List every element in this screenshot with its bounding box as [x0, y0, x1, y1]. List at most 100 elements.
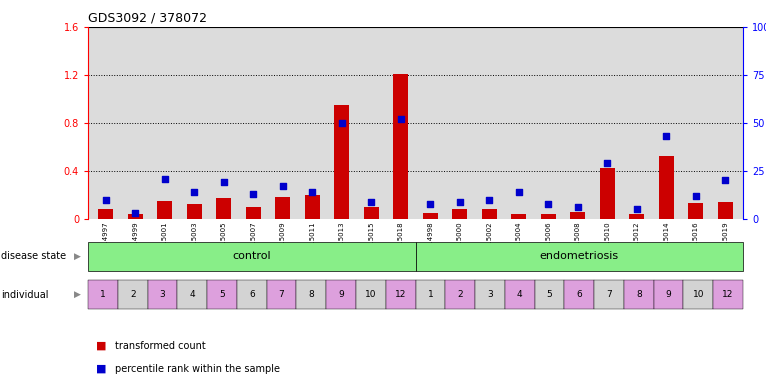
- Bar: [415, 280, 445, 309]
- Text: 9: 9: [339, 290, 344, 299]
- Point: [453, 199, 466, 205]
- Text: GDS3092 / 378072: GDS3092 / 378072: [88, 12, 207, 25]
- Bar: [237, 280, 267, 309]
- Text: 4: 4: [189, 290, 195, 299]
- Text: 12: 12: [395, 290, 406, 299]
- Bar: [217, 199, 231, 219]
- Point: [365, 199, 378, 205]
- Bar: [689, 203, 703, 219]
- Point: [394, 116, 407, 122]
- Text: 8: 8: [636, 290, 642, 299]
- Bar: [88, 280, 118, 309]
- Text: 10: 10: [365, 290, 377, 299]
- Bar: [630, 214, 644, 219]
- Bar: [624, 280, 653, 309]
- Bar: [445, 280, 475, 309]
- Bar: [158, 201, 172, 219]
- Point: [689, 193, 702, 199]
- Text: 7: 7: [606, 290, 612, 299]
- Bar: [267, 280, 296, 309]
- Bar: [118, 280, 148, 309]
- Bar: [356, 280, 386, 309]
- Text: 5: 5: [219, 290, 225, 299]
- Text: 12: 12: [722, 290, 734, 299]
- Point: [512, 189, 525, 195]
- Point: [218, 179, 230, 185]
- Bar: [475, 280, 505, 309]
- Text: 2: 2: [130, 290, 136, 299]
- Text: individual: individual: [1, 290, 48, 300]
- Bar: [246, 207, 260, 219]
- Bar: [541, 214, 555, 219]
- Bar: [423, 213, 437, 219]
- Text: ■: ■: [96, 364, 106, 374]
- Text: 4: 4: [517, 290, 522, 299]
- Text: 2: 2: [457, 290, 463, 299]
- Text: endometriosis: endometriosis: [540, 251, 619, 262]
- Text: ■: ■: [96, 341, 106, 351]
- Text: 3: 3: [487, 290, 493, 299]
- Bar: [305, 195, 319, 219]
- Bar: [535, 280, 565, 309]
- Point: [601, 160, 614, 166]
- Bar: [207, 280, 237, 309]
- Bar: [386, 280, 415, 309]
- Point: [247, 191, 260, 197]
- Text: 1: 1: [100, 290, 106, 299]
- Bar: [326, 280, 356, 309]
- Text: percentile rank within the sample: percentile rank within the sample: [115, 364, 280, 374]
- Text: 9: 9: [666, 290, 672, 299]
- Text: control: control: [233, 251, 271, 262]
- Bar: [178, 280, 207, 309]
- Point: [100, 197, 112, 203]
- Point: [306, 189, 319, 195]
- Text: 7: 7: [279, 290, 284, 299]
- Bar: [718, 202, 733, 219]
- Point: [483, 197, 496, 203]
- Point: [336, 120, 348, 126]
- Bar: [505, 280, 535, 309]
- Bar: [653, 280, 683, 309]
- Point: [159, 175, 171, 182]
- Text: 3: 3: [159, 290, 165, 299]
- Text: 6: 6: [249, 290, 255, 299]
- Point: [277, 183, 289, 189]
- Text: disease state: disease state: [1, 251, 66, 262]
- Bar: [594, 280, 624, 309]
- Bar: [713, 280, 743, 309]
- Bar: [453, 209, 467, 219]
- Text: 6: 6: [576, 290, 582, 299]
- Text: 1: 1: [427, 290, 434, 299]
- Bar: [415, 242, 743, 271]
- Bar: [276, 197, 290, 219]
- Bar: [148, 280, 178, 309]
- Text: 10: 10: [692, 290, 704, 299]
- Point: [188, 189, 201, 195]
- Point: [571, 204, 584, 210]
- Bar: [565, 280, 594, 309]
- Bar: [571, 212, 585, 219]
- Bar: [600, 169, 614, 219]
- Text: ▶: ▶: [74, 252, 81, 261]
- Bar: [187, 204, 201, 219]
- Text: transformed count: transformed count: [115, 341, 205, 351]
- Text: 5: 5: [547, 290, 552, 299]
- Bar: [659, 157, 673, 219]
- Bar: [88, 242, 415, 271]
- Point: [424, 200, 437, 207]
- Bar: [335, 105, 349, 219]
- Point: [542, 200, 555, 207]
- Bar: [98, 209, 113, 219]
- Bar: [683, 280, 713, 309]
- Bar: [364, 207, 378, 219]
- Point: [719, 177, 732, 184]
- Point: [660, 133, 673, 139]
- Bar: [296, 280, 326, 309]
- Bar: [394, 74, 408, 219]
- Point: [129, 210, 142, 216]
- Text: 8: 8: [309, 290, 314, 299]
- Point: [630, 206, 643, 212]
- Bar: [482, 209, 496, 219]
- Text: ▶: ▶: [74, 290, 81, 299]
- Bar: [512, 214, 526, 219]
